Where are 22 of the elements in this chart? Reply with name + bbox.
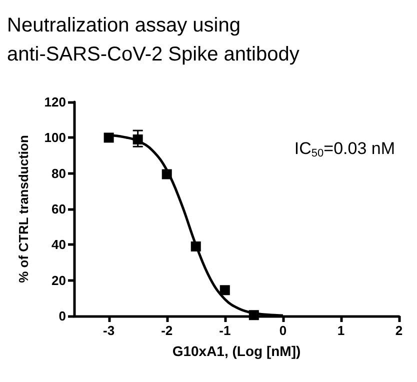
chart-title: Neutralization assay using anti-SARS-CoV-2 Spike antibody (7, 14, 300, 66)
x-tick-label: 0 (279, 323, 287, 338)
x-tick-label: -2 (161, 323, 173, 338)
x-axis-title: G10xA1, (Log [nM]) (172, 343, 301, 359)
x-tick-label: 1 (337, 323, 345, 338)
point (220, 285, 230, 296)
point (190, 241, 201, 252)
y-tick-label: 0 (58, 308, 66, 324)
x-tick-label: -1 (219, 323, 231, 338)
point (104, 132, 114, 143)
point (248, 310, 259, 320)
y-tick-label: 20 (52, 272, 66, 288)
y-tick-label: 60 (52, 202, 66, 216)
point (162, 169, 172, 180)
x-tick-label: 2 (395, 323, 403, 338)
y-tick-label: 120 (44, 94, 66, 110)
y-axis-title: % of CTRL transduction (16, 135, 31, 283)
y-tick-label: 80 (52, 166, 66, 181)
y-tick-label: 100 (44, 130, 66, 146)
point (132, 134, 143, 144)
y-tick-label: 40 (52, 237, 66, 252)
x-tick-label: -3 (103, 323, 115, 338)
